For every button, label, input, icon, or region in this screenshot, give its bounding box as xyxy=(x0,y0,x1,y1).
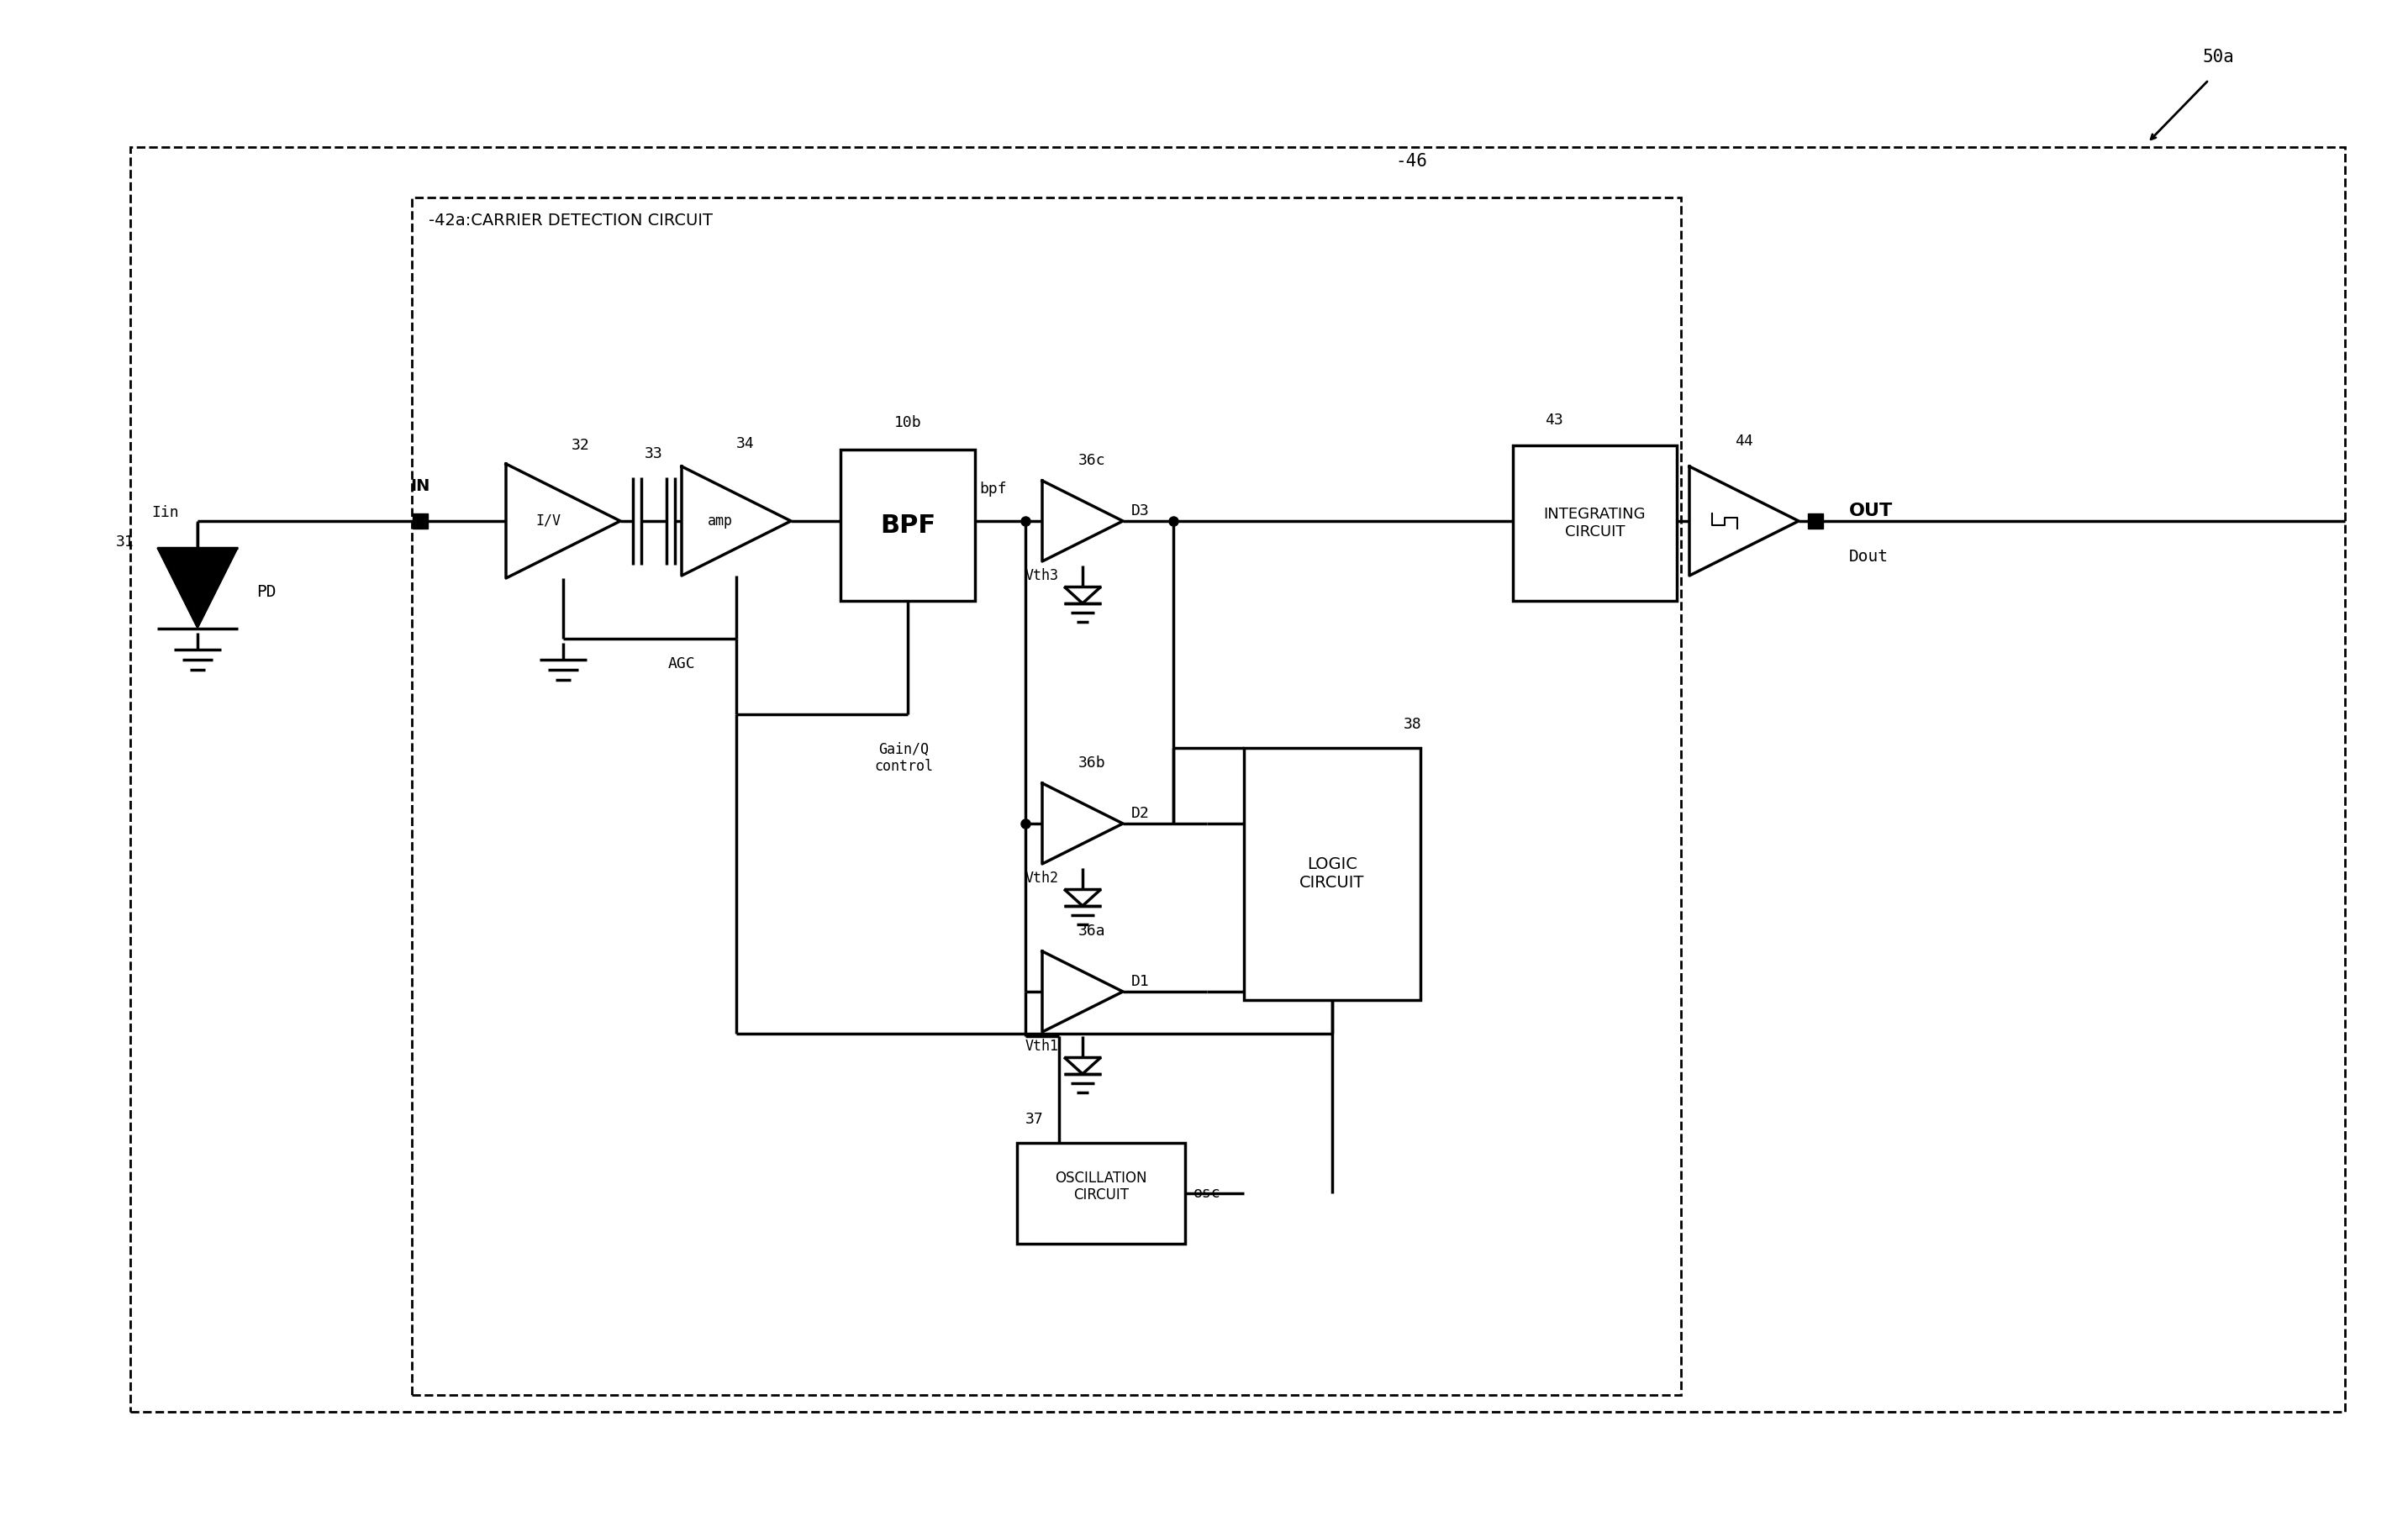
Text: OSCILLATION
CIRCUIT: OSCILLATION CIRCUIT xyxy=(1055,1170,1146,1202)
Text: D2: D2 xyxy=(1132,807,1149,822)
Text: osc: osc xyxy=(1194,1186,1221,1201)
Text: BPF: BPF xyxy=(879,512,937,537)
Text: -46: -46 xyxy=(1394,153,1428,170)
Text: bpf: bpf xyxy=(980,482,1007,497)
Bar xyxy=(1016,1143,1185,1243)
Bar xyxy=(1245,747,1421,1001)
Text: 50a: 50a xyxy=(2201,49,2235,65)
Polygon shape xyxy=(412,514,429,529)
Text: AGC: AGC xyxy=(667,656,696,672)
Text: 43: 43 xyxy=(1544,412,1563,428)
Text: D1: D1 xyxy=(1132,973,1149,988)
Text: 33: 33 xyxy=(645,446,662,461)
Text: 36a: 36a xyxy=(1079,923,1105,938)
Text: I/V: I/V xyxy=(535,514,561,529)
Text: Dout: Dout xyxy=(1849,549,1888,564)
Text: Vth1: Vth1 xyxy=(1026,1038,1060,1054)
Text: LOGIC
CIRCUIT: LOGIC CIRCUIT xyxy=(1300,857,1365,891)
Text: 32: 32 xyxy=(571,438,590,453)
Text: 36b: 36b xyxy=(1079,755,1105,770)
Text: 36c: 36c xyxy=(1079,453,1105,468)
Text: Vth2: Vth2 xyxy=(1026,870,1060,885)
Text: 44: 44 xyxy=(1734,434,1753,449)
Text: INTEGRATING
CIRCUIT: INTEGRATING CIRCUIT xyxy=(1544,506,1647,540)
Text: 34: 34 xyxy=(737,437,754,452)
Bar xyxy=(412,197,1681,1395)
Text: OUT: OUT xyxy=(1849,502,1893,520)
Bar xyxy=(1512,446,1676,600)
Bar xyxy=(840,450,975,600)
Polygon shape xyxy=(157,547,238,629)
Text: 37: 37 xyxy=(1026,1111,1043,1126)
Text: -42a:CARRIER DETECTION CIRCUIT: -42a:CARRIER DETECTION CIRCUIT xyxy=(429,212,713,227)
Bar xyxy=(130,147,2345,1411)
Text: IN: IN xyxy=(409,478,431,494)
Polygon shape xyxy=(1808,514,1823,529)
Text: D3: D3 xyxy=(1132,503,1149,518)
Text: 31: 31 xyxy=(116,535,135,550)
Text: Vth3: Vth3 xyxy=(1026,568,1060,584)
Text: PD: PD xyxy=(255,585,277,600)
Text: 38: 38 xyxy=(1404,717,1421,732)
Text: 10b: 10b xyxy=(893,415,922,431)
Text: amp: amp xyxy=(708,514,732,529)
Text: Gain/Q
control: Gain/Q control xyxy=(874,741,932,775)
Text: Iin: Iin xyxy=(152,505,178,520)
